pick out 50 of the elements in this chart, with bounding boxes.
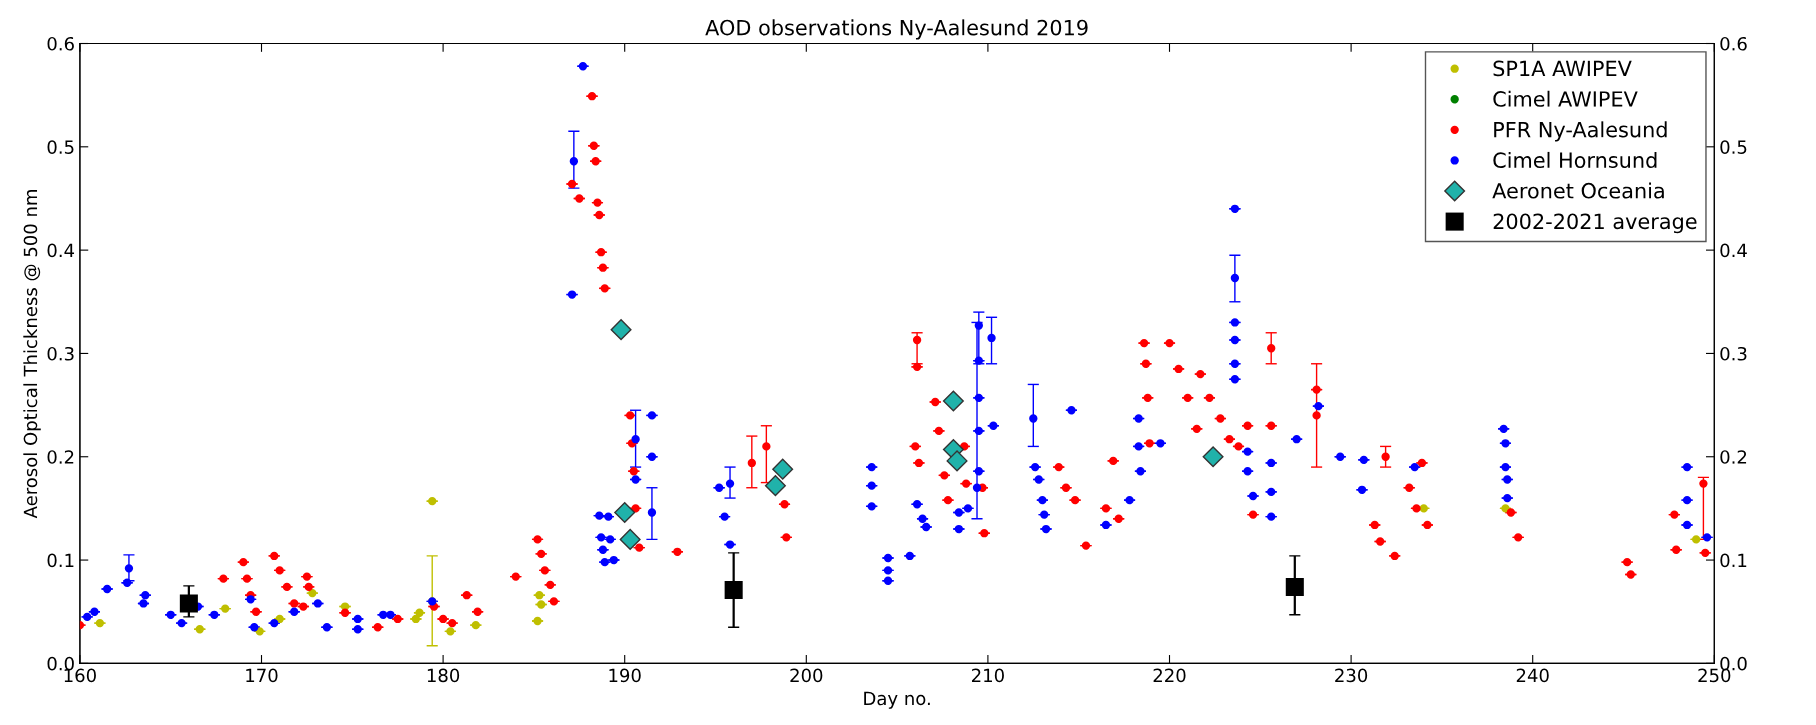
point	[1202, 446, 1224, 468]
point	[535, 591, 544, 600]
point	[610, 319, 632, 341]
y-tick-label: 0.4	[47, 243, 75, 258]
y-tick-label: 0.3	[47, 346, 74, 361]
x-axis-title: Day no.	[864, 691, 930, 709]
y2-tick-label: 0.6	[1720, 36, 1747, 51]
point	[415, 608, 424, 617]
point	[95, 618, 105, 628]
point	[195, 625, 204, 634]
point	[471, 620, 480, 630]
x-tick-label: 210	[972, 668, 1004, 683]
x-tick-label: 200	[790, 668, 823, 683]
point	[275, 614, 284, 624]
legend-label: 2002-2021 average	[1493, 213, 1697, 234]
point	[942, 390, 964, 412]
x-tick-label: 230	[1335, 668, 1368, 683]
x-tick-label: 180	[427, 668, 460, 683]
point	[179, 594, 198, 613]
y-tick-label: 0.2	[47, 450, 74, 464]
legend-label: Aeronet Oceania	[1492, 182, 1664, 199]
legend-label: Cimel AWIPEV	[1493, 90, 1638, 107]
point	[428, 497, 437, 506]
point	[533, 616, 542, 626]
y2-tick-label: 0.1	[1720, 553, 1747, 568]
y-tick-label: 0.5	[47, 140, 74, 154]
x-tick-label: 220	[1153, 668, 1186, 683]
y2-tick-label: 0.5	[1720, 140, 1747, 154]
y2-tick-label: 0.4	[1720, 243, 1747, 258]
y-axis-title: Aerosol Optical Thickness @ 500 nm	[23, 190, 41, 519]
x-tick-label: 190	[609, 668, 641, 683]
point	[764, 475, 786, 497]
legend-label: SP1A AWIPEV	[1493, 60, 1632, 77]
y-tick-label: 0.1	[47, 553, 74, 568]
legend-label: PFR Ny-Aalesund	[1494, 121, 1667, 142]
point	[724, 581, 743, 600]
y2-tick-label: 0.3	[1720, 346, 1747, 361]
point	[946, 450, 968, 472]
point	[1285, 577, 1304, 596]
y2-tick-label: 0.2	[1720, 450, 1747, 464]
point	[308, 588, 317, 598]
x-tick-label: 240	[1516, 668, 1549, 683]
point	[614, 502, 636, 524]
chart-title: AOD observations Ny-Aalesund 2019	[705, 19, 1088, 40]
y-tick-label: 0.6	[47, 36, 74, 51]
point	[411, 614, 421, 624]
legend-label: Cimel Hornsund	[1493, 151, 1657, 169]
point	[619, 528, 641, 550]
x-tick-label: 170	[246, 668, 278, 683]
point	[772, 458, 794, 480]
